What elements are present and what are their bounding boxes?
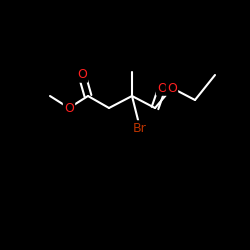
Text: O: O [77, 68, 87, 82]
Text: O: O [64, 102, 74, 114]
Text: O: O [167, 82, 177, 94]
Text: Br: Br [133, 122, 147, 134]
Text: O: O [157, 82, 167, 94]
